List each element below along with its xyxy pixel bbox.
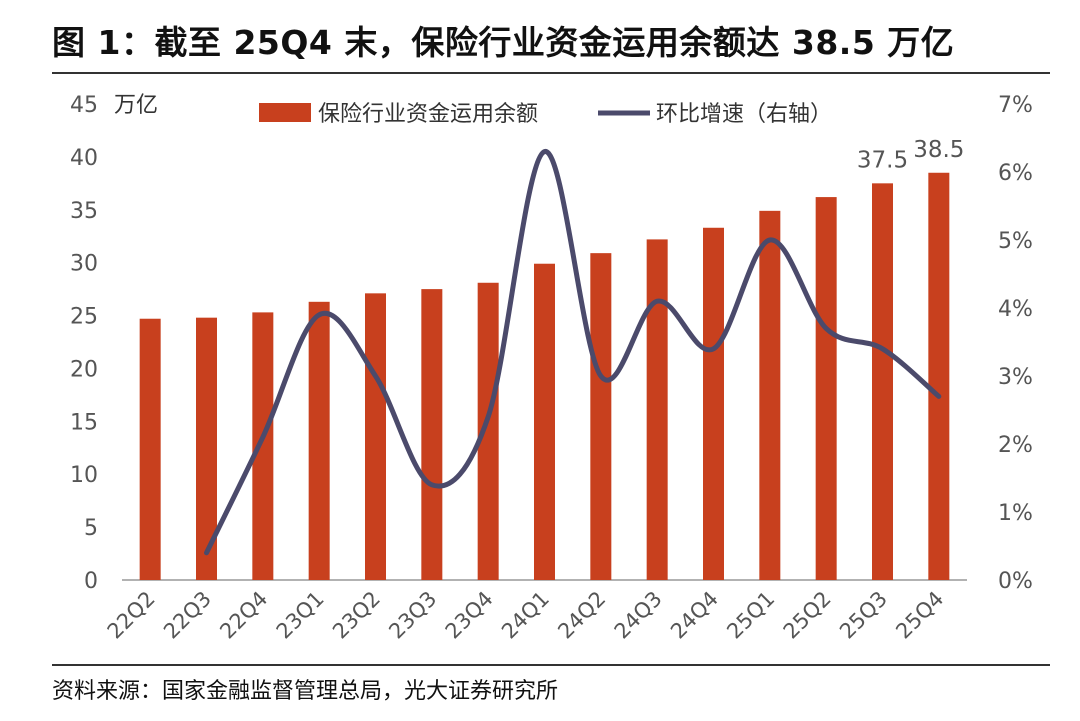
legend-label-bar: 保险行业资金运用余额 [318, 102, 538, 127]
x-tick-label: 25Q1 [722, 587, 779, 644]
bar-25Q1 [759, 210, 781, 580]
y-tick-label-left: 40 [70, 146, 98, 171]
y-tick-label-left: 20 [70, 357, 98, 382]
x-tick-label: 23Q2 [328, 587, 385, 644]
data-label-25Q4: 38.5 [913, 137, 964, 163]
bar-24Q2 [590, 253, 612, 580]
x-tick-label: 25Q2 [779, 587, 836, 644]
bar-23Q1 [308, 301, 330, 580]
x-tick-label: 24Q2 [553, 587, 610, 644]
chart: 0 5 10 15 20 25 30 35 40 45 万亿 0% 1% 2% 3% 4% 5% 6% 7% 22Q2… [70, 93, 1033, 644]
y-tick-label-left: 5 [84, 516, 98, 541]
legend-label-line: 环比增速（右轴） [656, 102, 832, 127]
bar-23Q2 [365, 293, 386, 580]
y-tick-label-left: 25 [70, 305, 98, 330]
x-tick-label: 22Q4 [215, 587, 272, 644]
y-tick-label-right: 5% [998, 229, 1033, 254]
bar-22Q2 [139, 318, 161, 580]
x-tick-label: 25Q4 [891, 587, 948, 644]
y-tick-label-left: 45 [70, 93, 98, 118]
bars-layer [139, 172, 950, 581]
bar-25Q3 [872, 183, 893, 581]
bar-24Q4 [703, 227, 724, 580]
bar-23Q3 [421, 289, 443, 580]
y-tick-label-right: 4% [998, 297, 1033, 322]
line-layer [204, 149, 942, 556]
legend-swatch-bar [259, 103, 311, 122]
bar-24Q1 [534, 263, 555, 580]
y-tick-label-left: 0 [84, 569, 98, 594]
bar-22Q3 [196, 317, 217, 580]
y-tick-label-left: 15 [70, 410, 98, 435]
y-tick-label-left: 10 [70, 463, 98, 488]
y-unit-label: 万亿 [114, 93, 158, 118]
y-tick-label-right: 2% [998, 433, 1033, 458]
bar-22Q4 [252, 312, 274, 580]
y-tick-label-left: 35 [70, 199, 98, 224]
x-tick-label: 23Q3 [384, 587, 441, 644]
x-tick-label: 24Q1 [497, 587, 554, 644]
title-rule [52, 72, 1050, 74]
growth-line [204, 149, 942, 556]
x-tick-label: 25Q3 [835, 587, 892, 644]
source-note: 资料来源：国家金融监督管理总局，光大证券研究所 [52, 679, 559, 704]
x-tick-label: 24Q3 [610, 587, 667, 644]
x-tick-label: 22Q3 [159, 587, 216, 644]
legend: 保险行业资金运用余额 环比增速（右轴） [259, 102, 832, 127]
x-tick-label: 22Q2 [103, 587, 160, 644]
y-tick-label-right: 1% [998, 501, 1033, 526]
labels-layer: 37.5 38.5 [857, 137, 965, 174]
bar-25Q4 [928, 172, 950, 580]
y-tick-label-right: 7% [998, 93, 1033, 118]
y-tick-label-right: 6% [998, 161, 1033, 186]
bar-25Q2 [815, 197, 837, 580]
y-tick-label-right: 3% [998, 365, 1033, 390]
figure-title: 图 1：截至 25Q4 末，保险行业资金运用余额达 38.5 万亿 [52, 23, 955, 62]
y-tick-label-left: 30 [70, 252, 98, 277]
y-tick-label-right: 0% [998, 569, 1033, 594]
bar-24Q3 [646, 239, 668, 580]
footer-rule [52, 664, 1050, 666]
x-tick-label: 24Q4 [666, 587, 723, 644]
x-tick-label: 23Q1 [272, 587, 329, 644]
bar-23Q4 [477, 282, 499, 580]
x-tick-label: 23Q4 [441, 587, 498, 644]
data-label-25Q3: 37.5 [857, 147, 908, 173]
